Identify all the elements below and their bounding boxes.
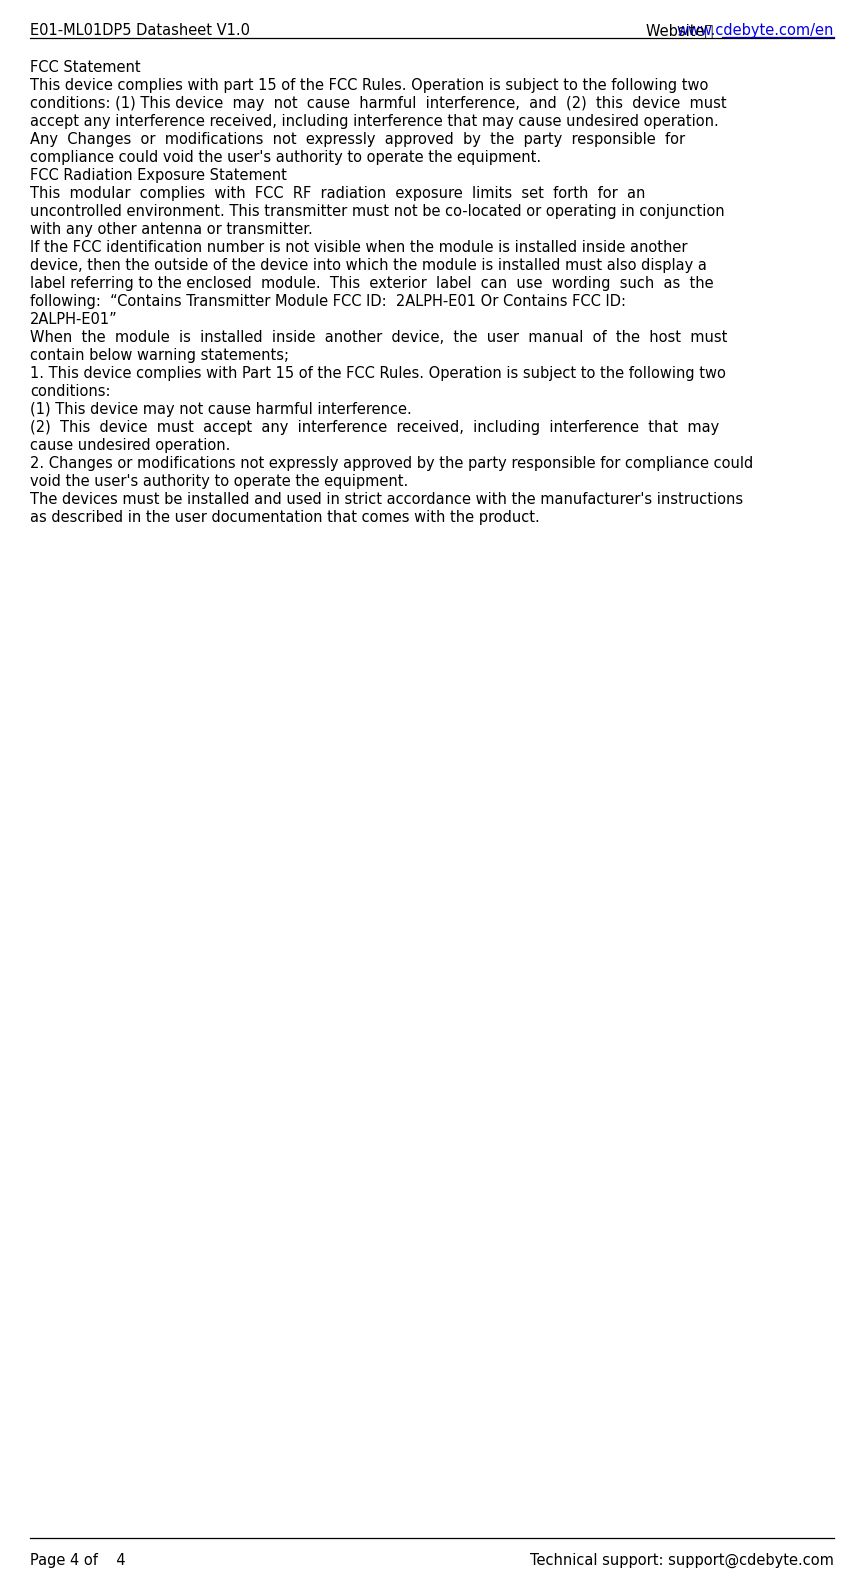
Text: void the user's authority to operate the equipment.: void the user's authority to operate the…: [30, 474, 409, 490]
Text: When  the  module  is  installed  inside  another  device,  the  user  manual  o: When the module is installed inside anot…: [30, 330, 727, 345]
Text: device, then the outside of the device into which the module is installed must a: device, then the outside of the device i…: [30, 258, 707, 273]
Text: conditions: (1) This device  may  not  cause  harmful  interference,  and  (2)  : conditions: (1) This device may not caus…: [30, 96, 727, 112]
Text: with any other antenna or transmitter.: with any other antenna or transmitter.: [30, 222, 313, 238]
Text: accept any interference received, including interference that may cause undesire: accept any interference received, includ…: [30, 113, 719, 129]
Text: 1. This device complies with Part 15 of the FCC Rules. Operation is subject to t: 1. This device complies with Part 15 of …: [30, 365, 726, 381]
Text: (1) This device may not cause harmful interference.: (1) This device may not cause harmful in…: [30, 402, 412, 416]
Text: FCC Statement: FCC Statement: [30, 61, 141, 75]
Text: Website：: Website：: [646, 22, 722, 38]
Text: as described in the user documentation that comes with the product.: as described in the user documentation t…: [30, 510, 540, 525]
Text: FCC Radiation Exposure Statement: FCC Radiation Exposure Statement: [30, 167, 287, 183]
Text: Technical support: support@cdebyte.com: Technical support: support@cdebyte.com: [530, 1554, 834, 1568]
Text: uncontrolled environment. This transmitter must not be co-located or operating i: uncontrolled environment. This transmitt…: [30, 204, 725, 219]
Text: compliance could void the user's authority to operate the equipment.: compliance could void the user's authori…: [30, 150, 541, 164]
Text: The devices must be installed and used in strict accordance with the manufacture: The devices must be installed and used i…: [30, 491, 743, 507]
Text: This  modular  complies  with  FCC  RF  radiation  exposure  limits  set  forth : This modular complies with FCC RF radiat…: [30, 187, 645, 201]
Text: If the FCC identification number is not visible when the module is installed ins: If the FCC identification number is not …: [30, 239, 688, 255]
Text: Any  Changes  or  modifications  not  expressly  approved  by  the  party  respo: Any Changes or modifications not express…: [30, 132, 685, 147]
Text: 2. Changes or modifications not expressly approved by the party responsible for : 2. Changes or modifications not expressl…: [30, 456, 753, 471]
Text: (2)  This  device  must  accept  any  interference  received,  including  interf: (2) This device must accept any interfer…: [30, 419, 719, 435]
Text: 2ALPH-E01”: 2ALPH-E01”: [30, 313, 118, 327]
Text: conditions:: conditions:: [30, 384, 111, 399]
Text: Page 4 of    4: Page 4 of 4: [30, 1554, 125, 1568]
Text: E01-ML01DP5 Datasheet V1.0: E01-ML01DP5 Datasheet V1.0: [30, 22, 250, 38]
Text: label referring to the enclosed  module.  This  exterior  label  can  use  wordi: label referring to the enclosed module. …: [30, 276, 714, 290]
Text: www.cdebyte.com/en: www.cdebyte.com/en: [677, 22, 834, 38]
Text: contain below warning statements;: contain below warning statements;: [30, 348, 289, 364]
Text: cause undesired operation.: cause undesired operation.: [30, 439, 231, 453]
Text: following:  “Contains Transmitter Module FCC ID:  2ALPH-E01 Or Contains FCC ID:: following: “Contains Transmitter Module …: [30, 293, 626, 309]
Text: This device complies with part 15 of the FCC Rules. Operation is subject to the : This device complies with part 15 of the…: [30, 78, 708, 93]
